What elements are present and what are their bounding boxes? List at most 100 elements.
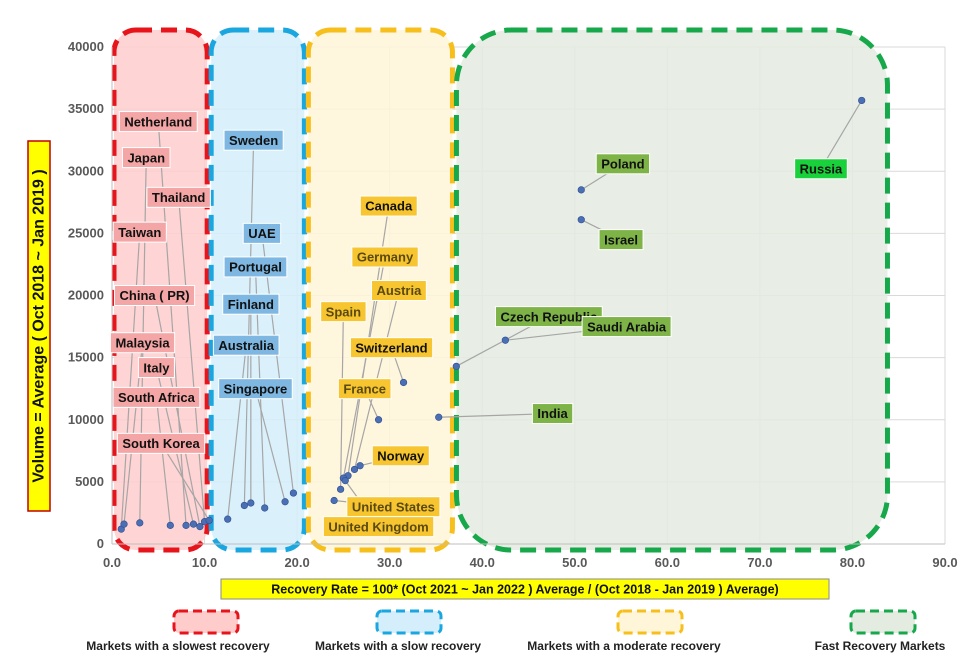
legend-label: Fast Recovery Markets <box>815 639 946 653</box>
data-label: Netherland <box>124 114 192 129</box>
data-point <box>577 186 585 194</box>
data-label-box <box>359 195 418 217</box>
data-point <box>341 477 349 485</box>
y-tick-label: 20000 <box>68 288 104 303</box>
data-label-box <box>371 445 430 467</box>
data-label: Finland <box>228 297 274 312</box>
data-point <box>452 362 460 370</box>
y-tick-label: 40000 <box>68 39 104 54</box>
data-label: Switzerland <box>355 340 427 355</box>
data-label: India <box>537 406 568 421</box>
x-axis-title: Recovery Rate = 100* (Oct 2021 ~ Jan 202… <box>271 583 778 597</box>
data-label: UAE <box>248 226 276 241</box>
data-label: Israel <box>604 232 638 247</box>
data-point <box>224 515 232 523</box>
legend-label: Markets with a slowest recovery <box>86 639 270 653</box>
x-tick-label: 0.0 <box>103 555 121 570</box>
data-label: Italy <box>143 360 170 375</box>
leader-line <box>160 443 210 521</box>
recovery-regions <box>111 27 890 553</box>
data-points <box>117 96 866 533</box>
data-label: Thailand <box>152 190 206 205</box>
data-point <box>374 416 383 424</box>
leader-line <box>254 388 286 502</box>
leader-line <box>340 311 344 490</box>
data-point <box>350 465 359 474</box>
legend-swatch <box>375 609 443 635</box>
data-point <box>166 521 174 529</box>
data-label-box <box>218 378 293 400</box>
data-label-box <box>794 158 848 180</box>
x-tick-label: 80.0 <box>840 555 865 570</box>
y-tick-label: 30000 <box>68 163 104 178</box>
data-label: Poland <box>601 156 644 171</box>
data-label-box <box>137 357 175 379</box>
data-label: Portugal <box>229 260 282 275</box>
data-point <box>120 520 128 528</box>
x-tick-label: 70.0 <box>747 555 772 570</box>
data-label: Taiwan <box>118 225 161 240</box>
data-label: Spain <box>326 304 361 319</box>
data-label: South Africa <box>118 390 196 405</box>
data-label: Norway <box>377 448 425 463</box>
data-label-box <box>351 246 419 268</box>
data-label: Canada <box>365 199 413 214</box>
data-label-box <box>116 432 206 454</box>
data-label-box <box>320 301 367 323</box>
data-label-box <box>371 280 427 302</box>
data-label: Sweden <box>229 133 278 148</box>
data-label: Japan <box>127 150 165 165</box>
data-point <box>399 378 408 387</box>
legend-label: Markets with a moderate recovery <box>527 639 721 653</box>
data-label: Australia <box>218 338 274 353</box>
data-point <box>205 516 213 524</box>
data-label: China ( PR) <box>120 288 190 303</box>
x-tick-label: 90.0 <box>932 555 957 570</box>
data-label: Germany <box>357 250 414 265</box>
data-label-box <box>531 403 574 425</box>
y-tick-label: 35000 <box>68 101 104 116</box>
leader-line <box>227 345 247 520</box>
data-label-box <box>322 516 435 538</box>
data-label-box <box>112 386 201 408</box>
data-point <box>577 216 585 224</box>
data-point <box>240 501 248 510</box>
data-point <box>330 496 338 505</box>
data-label: United States <box>352 499 435 514</box>
data-label-box <box>109 332 176 354</box>
data-label-box <box>349 337 434 359</box>
data-label: Saudi Arabia <box>587 319 667 334</box>
y-tick-label: 15000 <box>68 350 104 365</box>
data-point <box>501 336 509 344</box>
data-label: Czech Republic <box>500 309 597 324</box>
region-box <box>208 27 307 553</box>
data-label-box <box>118 111 198 133</box>
data-point <box>337 485 345 493</box>
data-point <box>189 520 198 528</box>
data-labels: Netherland Japan Thailand Taiwan China ( PR)… <box>109 111 848 538</box>
leader-line <box>243 140 255 506</box>
legend-label: Markets with a slow recovery <box>315 639 481 653</box>
x-tick-label: 20.0 <box>284 555 309 570</box>
data-point <box>858 96 866 105</box>
data-point <box>247 499 255 507</box>
data-label: South Korea <box>122 436 200 451</box>
x-axis-title-box <box>220 578 830 600</box>
data-point <box>289 489 298 497</box>
leader-line <box>120 232 141 530</box>
data-label-box <box>337 378 392 400</box>
data-point <box>136 519 144 527</box>
data-label: France <box>343 381 386 396</box>
data-point <box>435 413 443 421</box>
data-point <box>261 504 269 512</box>
data-label-box <box>222 293 280 315</box>
y-axis-title: Volume = Average ( Oct 2018 ~ Jan 2019 ) <box>31 169 48 482</box>
data-label-box <box>114 285 196 306</box>
legend-swatch <box>172 609 240 635</box>
y-tick-label: 5000 <box>75 474 104 489</box>
legend-swatch <box>849 609 917 635</box>
data-label: Russia <box>800 161 843 176</box>
x-tick-label: 10.0 <box>192 555 217 570</box>
leader-line <box>178 197 206 522</box>
